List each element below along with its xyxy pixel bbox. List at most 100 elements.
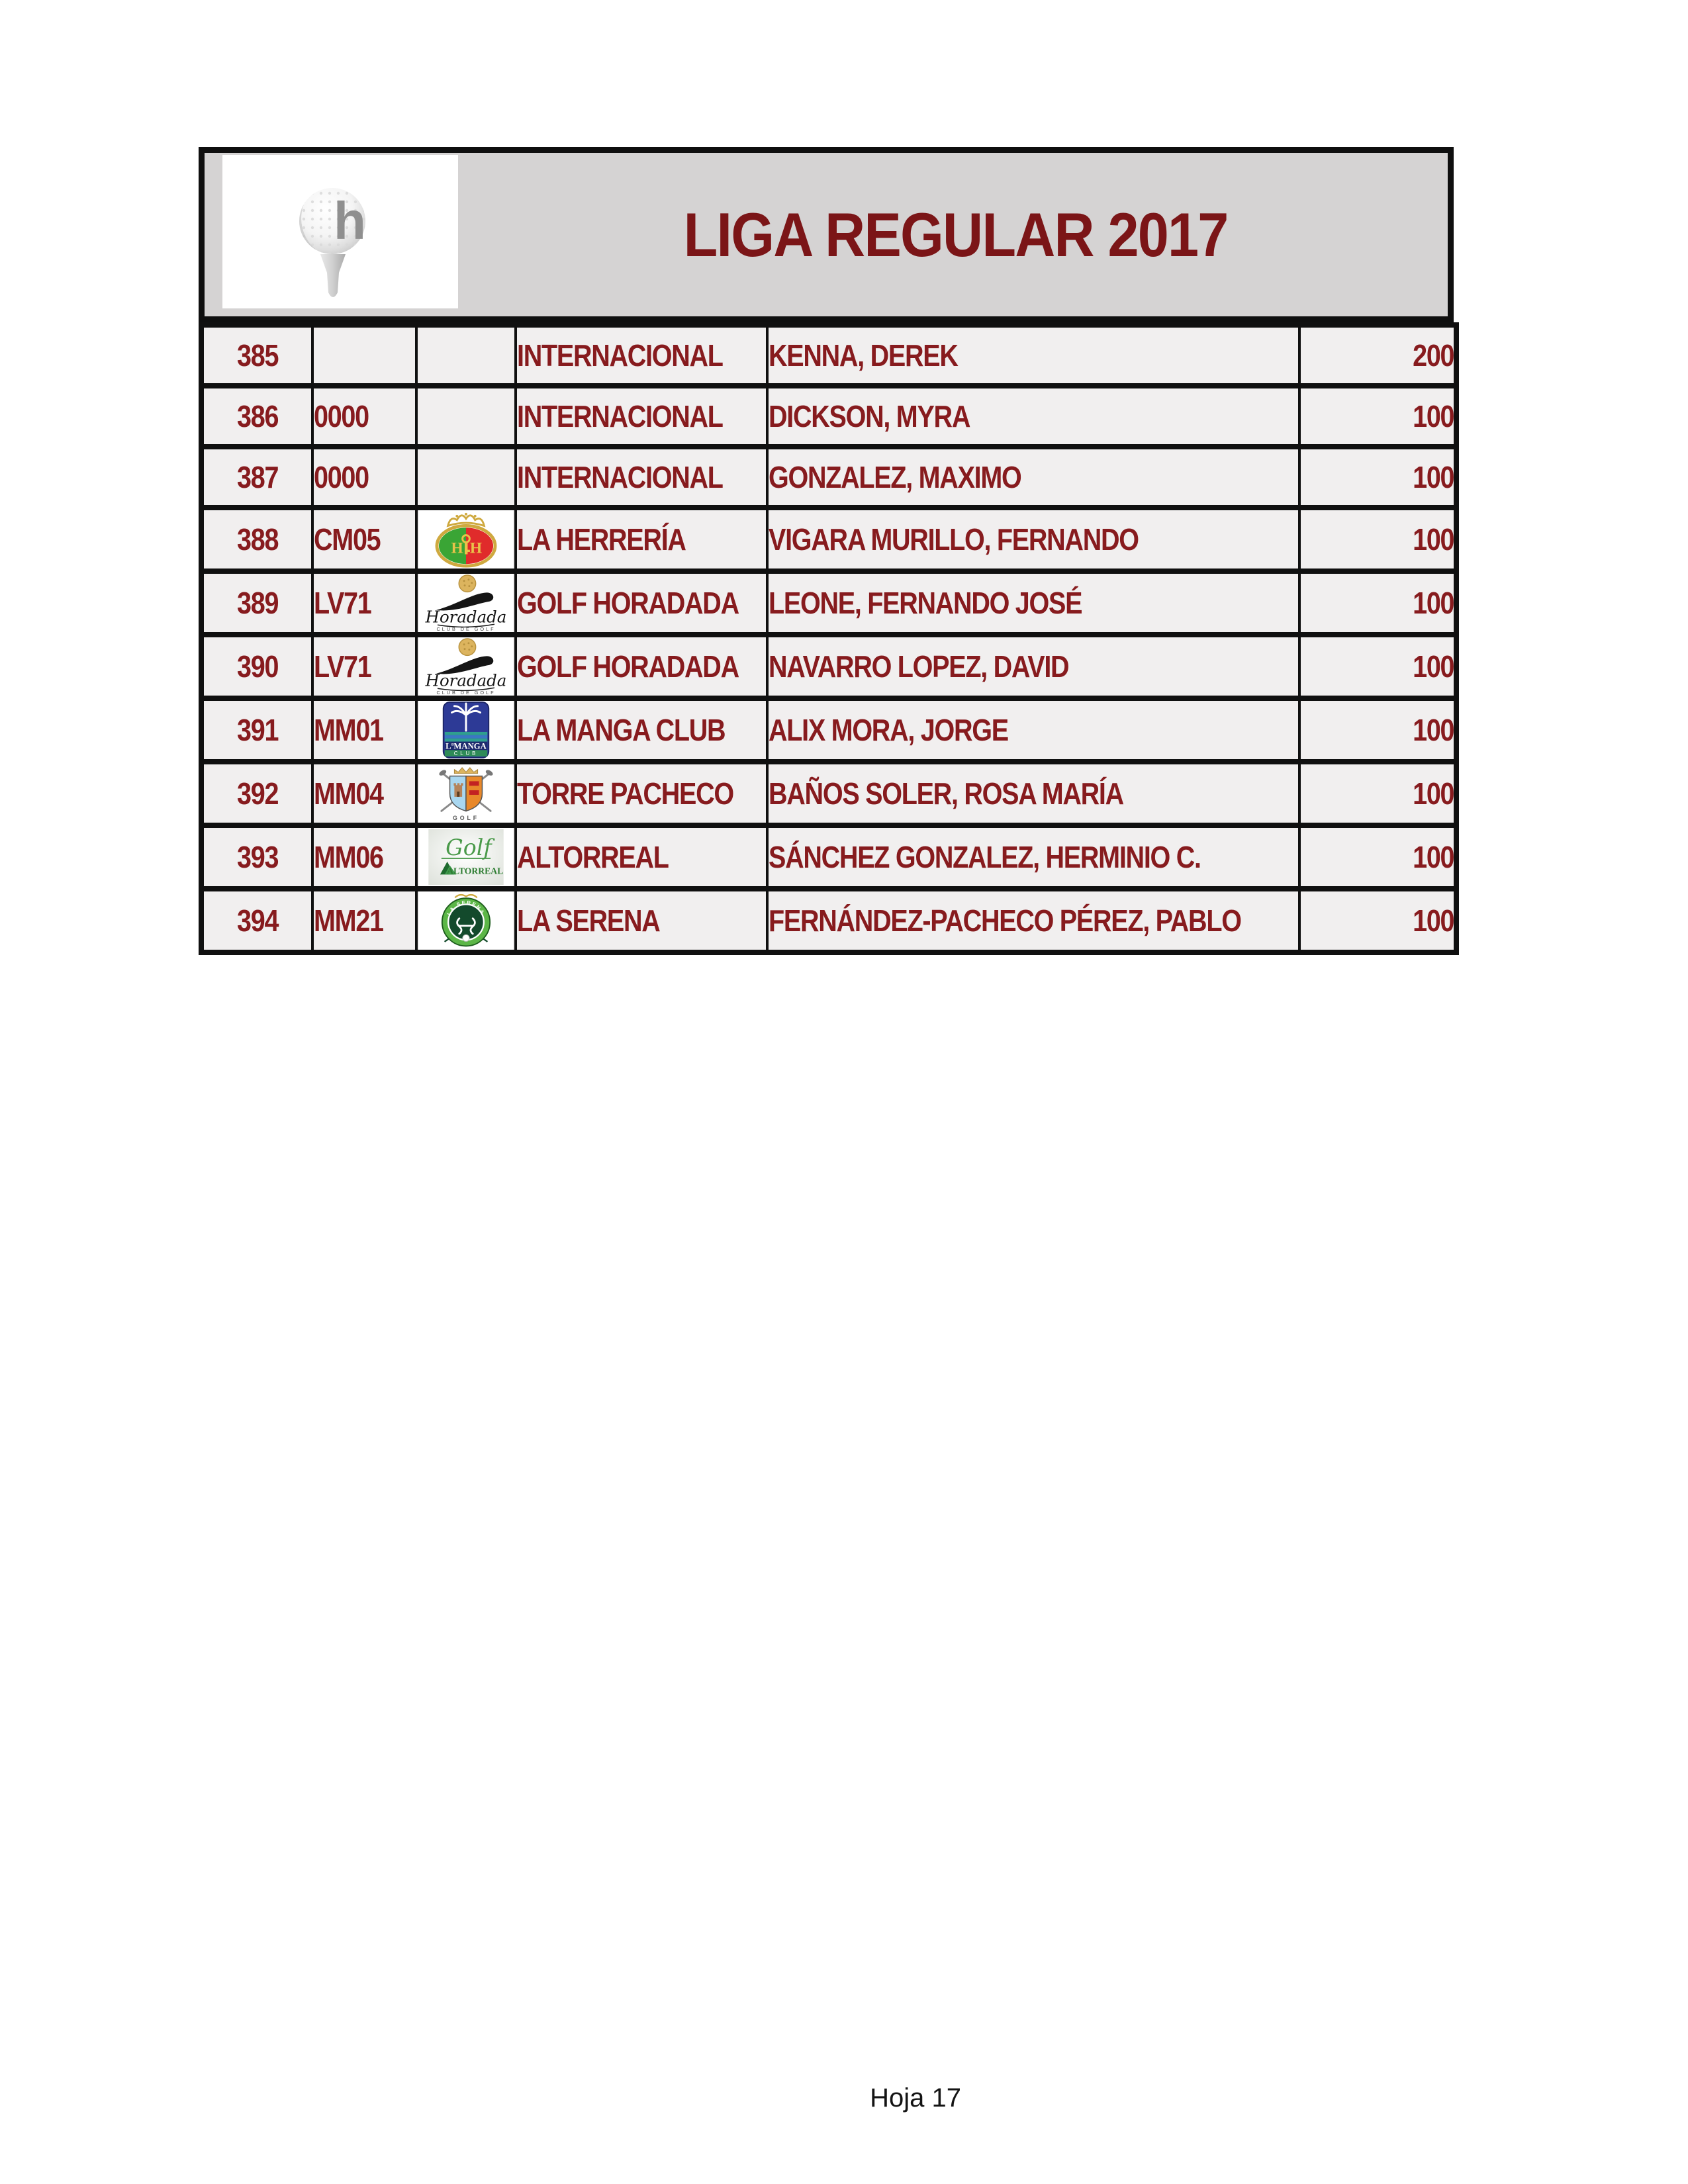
club-logo-cell: Golf ALTORREAL xyxy=(415,823,516,889)
club-code-cell-text: CM05 xyxy=(314,522,381,557)
position-cell: 385 xyxy=(201,325,312,386)
horadada-logo: Horadada CLUB DE GOLF xyxy=(419,637,513,696)
position-cell: 392 xyxy=(201,759,312,825)
page-title: LIGA REGULAR 2017 xyxy=(469,153,1442,316)
player-name-cell: DICKSON, MYRA xyxy=(766,383,1299,447)
points-cell: 100 xyxy=(1298,823,1456,889)
player-name-cell-text: BAÑOS SOLER, ROSA MARÍA xyxy=(769,776,1124,811)
club-code-cell-text: 0000 xyxy=(314,460,369,494)
points-cell: 100 xyxy=(1298,444,1456,508)
club-logo-cell: LA SERENA xyxy=(415,886,516,952)
player-name-cell-text: LEONE, FERNANDO JOSÉ xyxy=(769,586,1082,620)
position-cell: 389 xyxy=(201,569,312,635)
results-table: 385 INTERNACIONAL KENNA, DEREK 200 386 0000 IN… xyxy=(199,322,1459,955)
svg-text:CLUB DE GOLF: CLUB DE GOLF xyxy=(437,626,496,632)
golf-ball-on-tee-logo: h xyxy=(222,155,458,308)
position-cell-text: 387 xyxy=(236,460,279,494)
table-row: 387 0000 INTERNACIONAL GONZALEZ, MAXIMO 100 xyxy=(201,444,1456,508)
points-cell: 100 xyxy=(1298,505,1456,571)
points-cell-text: 100 xyxy=(1412,460,1454,494)
club-name-cell-text: INTERNACIONAL xyxy=(517,460,724,494)
league-header-banner: h LIGA REGULAR 2017 xyxy=(199,147,1454,322)
player-name-cell-text: GONZALEZ, MAXIMO xyxy=(769,460,1022,494)
club-code-cell: LV71 xyxy=(311,632,416,698)
position-cell: 393 xyxy=(201,823,312,889)
club-name-cell: GOLF HORADADA xyxy=(514,569,767,635)
svg-text:H: H xyxy=(451,540,463,557)
points-cell-text: 100 xyxy=(1412,840,1454,874)
svg-text:LªMANGA: LªMANGA xyxy=(445,741,487,751)
player-name-cell: KENNA, DEREK xyxy=(766,325,1299,386)
club-code-cell-text: LV71 xyxy=(314,586,372,620)
club-name-cell: LA MANGA CLUB xyxy=(514,696,767,762)
position-cell: 390 xyxy=(201,632,312,698)
player-name-cell: LEONE, FERNANDO JOSÉ xyxy=(766,569,1299,635)
club-code-cell-text: MM06 xyxy=(314,840,384,874)
club-name-cell-text: LA MANGA CLUB xyxy=(517,713,726,747)
table-row: 388 CM05 H H LA HERRERÍA VIGARA MURILLO, F… xyxy=(201,505,1456,571)
points-cell: 100 xyxy=(1298,569,1456,635)
position-cell-text: 392 xyxy=(236,776,279,811)
position-cell-text: 390 xyxy=(236,649,279,684)
player-name-cell: SÁNCHEZ GONZALEZ, HERMINIO C. xyxy=(766,823,1299,889)
club-code-cell: MM06 xyxy=(311,823,416,889)
svg-text:ALTORREAL: ALTORREAL xyxy=(447,866,503,876)
club-logo-cell: LªMANGA CLUB xyxy=(415,696,516,762)
club-name-cell-text: GOLF HORADADA xyxy=(517,649,739,684)
svg-text:CLUB: CLUB xyxy=(454,751,478,756)
club-name-cell: TORRE PACHECO xyxy=(514,759,767,825)
svg-text:Horadada: Horadada xyxy=(425,607,507,626)
points-cell-text: 200 xyxy=(1412,338,1454,373)
table-row: 394 MM21 LA SERENA LA SERENA FERNÁNDEZ-PAC… xyxy=(201,886,1456,952)
svg-text:h: h xyxy=(334,191,366,250)
player-name-cell-text: VIGARA MURILLO, FERNANDO xyxy=(769,522,1139,557)
club-name-cell: GOLF HORADADA xyxy=(514,632,767,698)
club-logo-cell: GOLF xyxy=(415,759,516,825)
points-cell: 200 xyxy=(1298,325,1456,386)
table-row: 385 INTERNACIONAL KENNA, DEREK 200 xyxy=(201,325,1456,386)
position-cell: 388 xyxy=(201,505,312,571)
table-row: 392 MM04 GOLF TORRE PACHECO BAÑOS SOLER, R… xyxy=(201,759,1456,825)
club-code-cell-text: MM04 xyxy=(314,776,384,811)
svg-text:GOLF: GOLF xyxy=(453,815,479,821)
player-name-cell-text: NAVARRO LOPEZ, DAVID xyxy=(769,649,1070,684)
altorreal-logo: Golf ALTORREAL xyxy=(419,828,513,886)
club-name-cell-text: LA HERRERÍA xyxy=(517,522,686,557)
club-code-cell-text: 0000 xyxy=(314,399,369,433)
position-cell-text: 391 xyxy=(236,713,279,747)
club-name-cell-text: INTERNACIONAL xyxy=(517,399,724,433)
club-name-cell-text: INTERNACIONAL xyxy=(517,338,724,373)
club-name-cell: INTERNACIONAL xyxy=(514,444,767,508)
club-logo-cell: H H xyxy=(415,505,516,571)
la-herreria-logo: H H xyxy=(419,510,513,569)
club-code-cell: CM05 xyxy=(311,505,416,571)
player-name-cell: ALIX MORA, JORGE xyxy=(766,696,1299,762)
table-row: 393 MM06 Golf ALTORREAL ALTORREAL SÁNCHEZ … xyxy=(201,823,1456,889)
player-name-cell-text: FERNÁNDEZ-PACHECO PÉREZ, PABLO xyxy=(769,903,1242,938)
svg-text:CLUB DE GOLF: CLUB DE GOLF xyxy=(437,690,496,696)
la-manga-logo: LªMANGA CLUB xyxy=(419,701,513,759)
club-name-cell-text: TORRE PACHECO xyxy=(517,776,734,811)
points-cell: 100 xyxy=(1298,632,1456,698)
club-logo-cell xyxy=(415,444,516,508)
points-cell-text: 100 xyxy=(1412,776,1454,811)
position-cell: 386 xyxy=(201,383,312,447)
player-name-cell: BAÑOS SOLER, ROSA MARÍA xyxy=(766,759,1299,825)
club-code-cell-text: MM21 xyxy=(314,903,384,938)
player-name-cell-text: SÁNCHEZ GONZALEZ, HERMINIO C. xyxy=(769,840,1201,874)
club-logo-cell xyxy=(415,325,516,386)
position-cell-text: 385 xyxy=(236,338,279,373)
club-logo-cell xyxy=(415,383,516,447)
position-cell: 387 xyxy=(201,444,312,508)
player-name-cell: NAVARRO LOPEZ, DAVID xyxy=(766,632,1299,698)
club-code-cell: MM21 xyxy=(311,886,416,952)
position-cell-text: 389 xyxy=(236,586,279,620)
svg-text:H: H xyxy=(470,540,482,557)
club-code-cell: MM01 xyxy=(311,696,416,762)
club-code-cell-text: LV71 xyxy=(314,649,372,684)
svg-text:Horadada: Horadada xyxy=(425,670,507,690)
points-cell-text: 100 xyxy=(1412,522,1454,557)
club-code-cell xyxy=(311,325,416,386)
club-logo-cell: Horadada CLUB DE GOLF xyxy=(415,569,516,635)
